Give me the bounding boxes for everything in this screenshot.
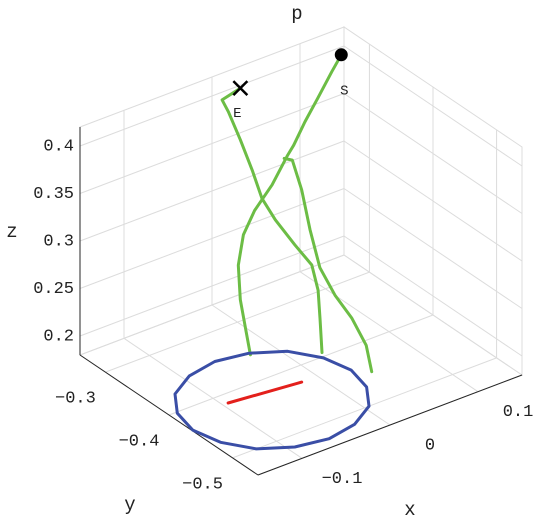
grid-line	[343, 93, 523, 214]
trajectory-line	[173, 349, 371, 451]
z-tick-label: 0.2	[43, 327, 74, 346]
z-tick-label: 0.3	[43, 232, 74, 251]
x-tick-label: −0.1	[322, 470, 363, 489]
y-tick-label: −0.5	[182, 475, 223, 494]
z-tick-label: 0.25	[33, 280, 74, 299]
x-tick-label: 0.1	[503, 403, 534, 422]
y-tick-label: −0.4	[119, 432, 160, 451]
x-axis	[257, 374, 523, 476]
grid-line	[232, 357, 497, 459]
grid-line	[79, 188, 345, 289]
grid-line	[343, 235, 523, 357]
z-axis-label: z	[6, 221, 17, 243]
end-marker	[232, 80, 249, 97]
x-axis-label: x	[404, 499, 415, 521]
grid-line	[343, 140, 523, 262]
box-wall	[343, 26, 523, 376]
z-tick-label: 0.35	[33, 185, 74, 204]
annotation: E	[233, 106, 241, 122]
trajectory-line	[220, 53, 374, 374]
trajectory-line	[226, 380, 304, 405]
grid-line	[79, 45, 345, 147]
grid-line	[105, 271, 370, 373]
y-axis-label: y	[124, 494, 135, 516]
z-tick-label: 0.4	[43, 137, 74, 156]
start-marker	[334, 48, 348, 62]
y-axis	[79, 354, 259, 476]
x-tick-label: 0	[425, 436, 435, 455]
grid-line	[79, 140, 345, 242]
annotation: S	[340, 84, 348, 100]
grid-line	[168, 314, 434, 416]
chart-title: p	[291, 3, 302, 25]
y-tick-label: −0.3	[55, 390, 96, 409]
grid-line	[79, 93, 345, 194]
grid-line	[343, 188, 523, 309]
grid-line	[343, 45, 523, 167]
